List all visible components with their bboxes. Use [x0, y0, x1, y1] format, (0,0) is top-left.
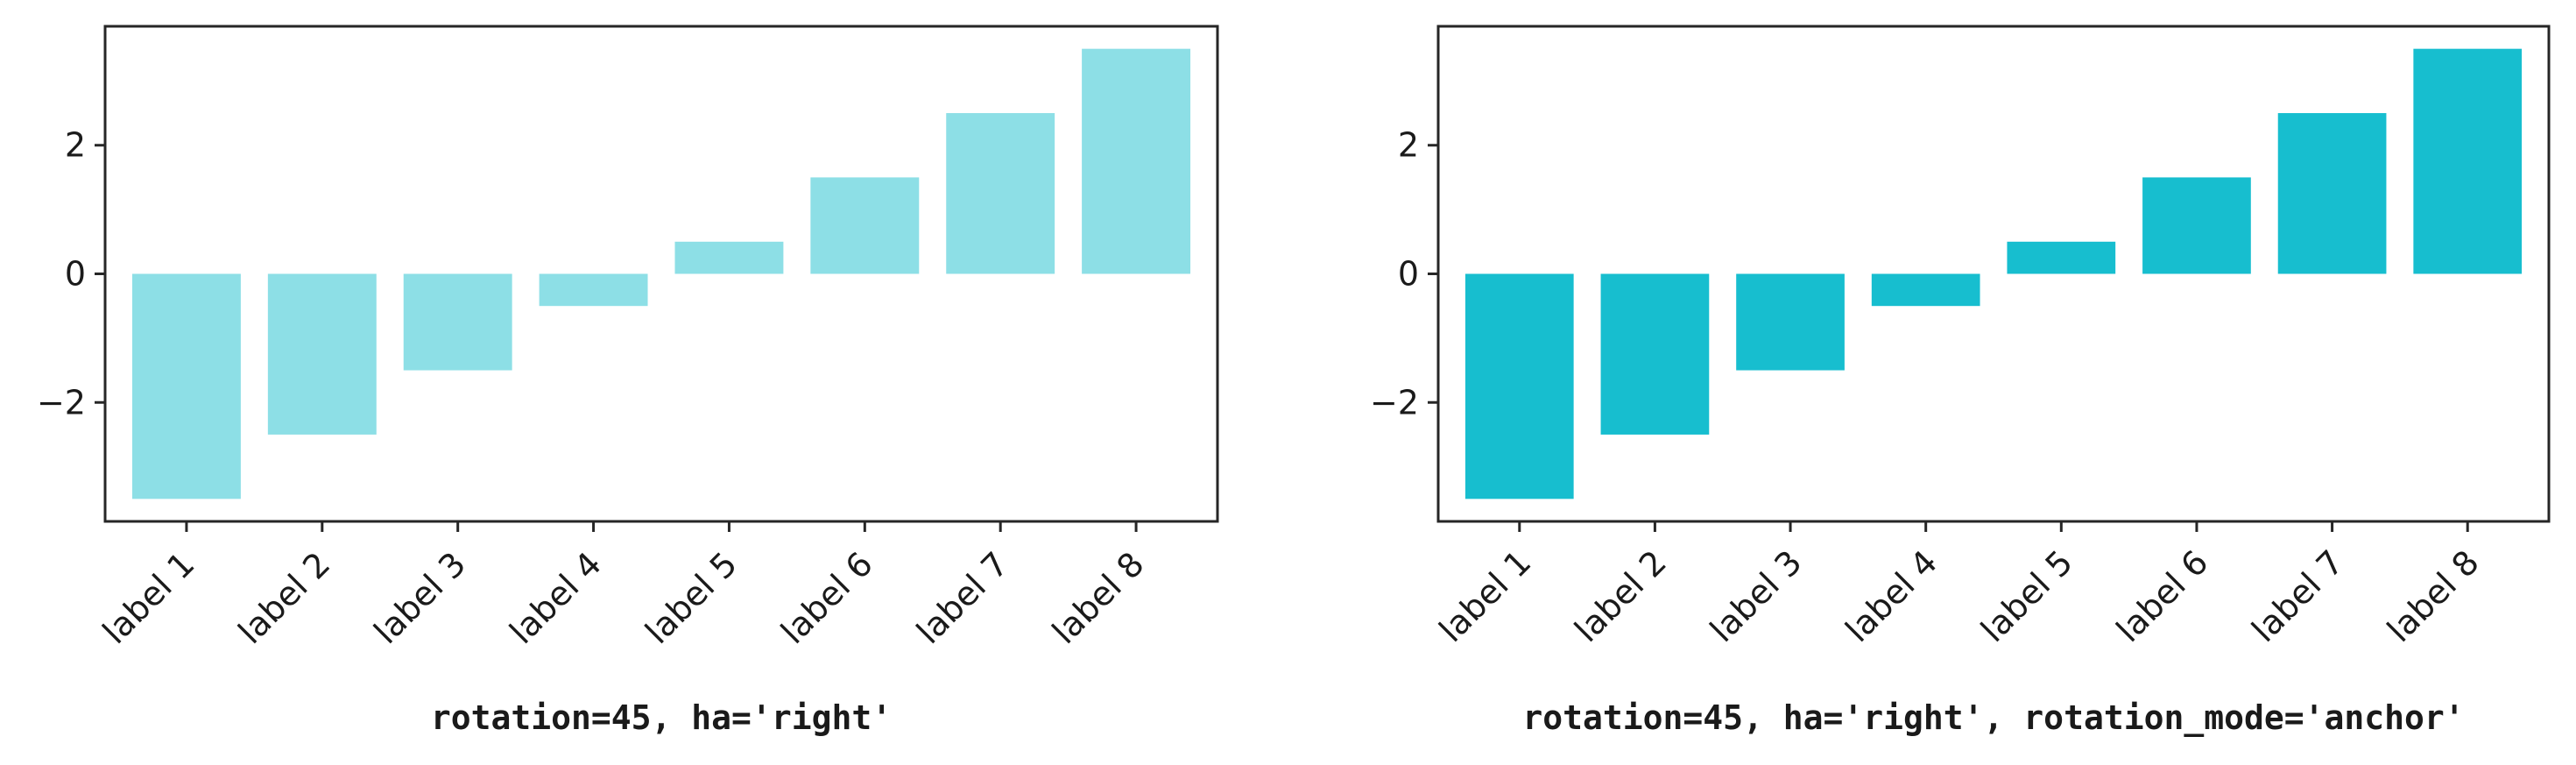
x-axis-label: rotation=45, ha='right'	[431, 698, 892, 737]
bar-6	[2142, 177, 2251, 274]
x-tick-label: label 4	[502, 544, 609, 651]
bar-7	[2277, 113, 2387, 274]
x-tick-label: label 8	[2380, 542, 2487, 649]
right-chart: −2 0 2 label 1 label 2 label 3 label 4 label 5 l…	[1370, 25, 2551, 737]
bar-5	[674, 241, 784, 274]
bar-2	[267, 273, 377, 435]
y-tick-label: 2	[1398, 126, 1419, 165]
bar-1	[1464, 273, 1574, 499]
left-chart: −2 0 2 label 1 label 2 label 3 label 4 label 5 l…	[37, 25, 1219, 737]
bar-4	[1871, 273, 1980, 307]
x-tick-label: label 5	[1973, 542, 2080, 649]
y-tick-label: −2	[1370, 383, 1419, 421]
x-tick-label: label 7	[2244, 542, 2351, 649]
x-axis-label: rotation=45, ha='right', rotation_mode='…	[1522, 698, 2464, 737]
x-tick-label: label 8	[1045, 544, 1152, 651]
y-tick-label: 0	[1398, 255, 1419, 294]
bar-6	[810, 177, 920, 274]
x-tick-label: label 4	[1838, 542, 1944, 649]
x-tick-label: label 7	[909, 544, 1016, 651]
x-tick-label: label 2	[1567, 542, 1674, 649]
bar-1	[131, 273, 241, 499]
x-tick-label: label 6	[773, 544, 880, 651]
bar-5	[2007, 241, 2116, 274]
bar-8	[1082, 48, 1191, 274]
bar-8	[2413, 48, 2523, 274]
bar-3	[403, 273, 512, 371]
x-tick-label: label 2	[231, 544, 338, 651]
x-tick-label: label 6	[2109, 542, 2216, 649]
bar-4	[539, 273, 648, 307]
x-tick-label: label 1	[1432, 542, 1539, 649]
y-tick-label: 0	[65, 255, 86, 294]
x-tick-label: label 3	[366, 544, 473, 651]
bar-2	[1600, 273, 1710, 435]
x-tick-label: label 3	[1703, 542, 1810, 649]
x-tick-label: label 1	[95, 544, 202, 651]
y-tick-label: 2	[65, 126, 86, 165]
y-tick-label: −2	[37, 383, 86, 421]
bar-3	[1736, 273, 1845, 371]
x-tick-label: label 5	[638, 544, 745, 651]
bar-7	[946, 113, 1055, 274]
